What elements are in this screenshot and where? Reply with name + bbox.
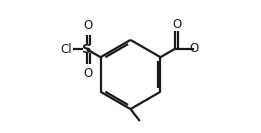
Text: S: S — [82, 43, 92, 56]
Text: O: O — [84, 18, 93, 32]
Text: O: O — [172, 18, 181, 31]
Text: O: O — [189, 42, 199, 55]
Text: Cl: Cl — [61, 43, 72, 56]
Text: O: O — [84, 67, 93, 80]
